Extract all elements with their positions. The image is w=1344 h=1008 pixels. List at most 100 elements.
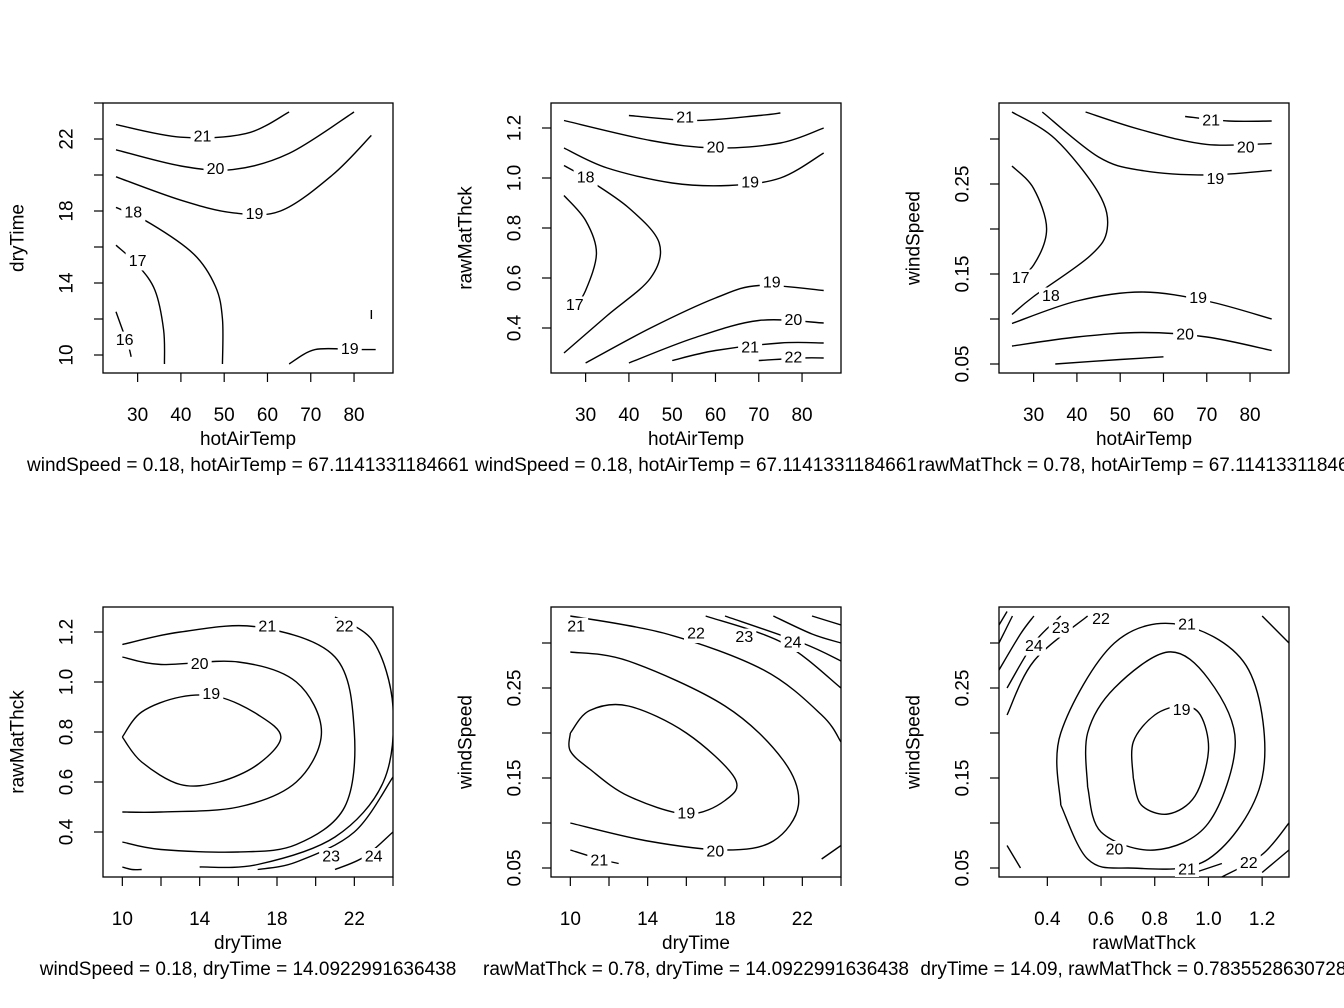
x-axis-label: hotAirTemp xyxy=(1096,429,1192,450)
contour-level-label: 20 xyxy=(1106,842,1124,859)
contour-level-label: 22 xyxy=(336,619,354,636)
contour-label-bg xyxy=(573,169,598,187)
contour-label-bg xyxy=(1174,616,1199,634)
y-tick-label: 0.6 xyxy=(505,265,526,291)
contour-label-bg xyxy=(242,205,267,224)
y-axis-label: rawMatThck xyxy=(8,690,29,794)
y-tick-label: 0.8 xyxy=(505,215,526,241)
contour-line xyxy=(122,866,142,871)
contour-level-label: 21 xyxy=(1202,113,1220,130)
x-tick-label: 30 xyxy=(1023,405,1044,426)
y-tick-label: 0.05 xyxy=(953,346,974,383)
x-tick-label: 70 xyxy=(300,405,321,426)
contour-label-bg xyxy=(125,252,150,271)
contour-label-bg xyxy=(673,109,698,127)
contour-level-label: 21 xyxy=(676,110,694,127)
x-tick-label: 0.8 xyxy=(1142,909,1168,930)
contour-line xyxy=(563,147,825,187)
y-tick-label: 22 xyxy=(57,128,78,149)
x-tick-label: 1.2 xyxy=(1249,909,1275,930)
contour-label-bg xyxy=(121,203,146,222)
contour-label-bg xyxy=(361,848,386,866)
contour-level-label: 20 xyxy=(207,161,225,178)
contour-level-label: 18 xyxy=(1042,288,1060,305)
contour-line xyxy=(1011,331,1272,352)
contour-label-bg xyxy=(1186,289,1211,308)
contour-line xyxy=(1011,291,1272,325)
y-tick-label: 10 xyxy=(57,344,78,365)
x-tick-label: 1.0 xyxy=(1195,909,1221,930)
y-tick-label: 14 xyxy=(57,272,78,294)
contour-line xyxy=(1194,862,1223,874)
contour-level-label: 22 xyxy=(1092,611,1110,628)
contour-level-label: 17 xyxy=(1012,270,1030,287)
contour-line xyxy=(811,615,841,626)
y-tick-label: 0.25 xyxy=(953,670,974,707)
contour-line xyxy=(122,656,323,814)
y-axis-label: windSpeed xyxy=(904,191,925,286)
x-tick-label: 18 xyxy=(714,909,735,930)
x-tick-label: 80 xyxy=(791,405,812,426)
contour-line xyxy=(570,615,841,743)
x-tick-label: 14 xyxy=(637,909,659,930)
contour-level-label: 20 xyxy=(707,140,725,157)
y-tick-label: 1.0 xyxy=(57,669,78,695)
contour-level-label: 18 xyxy=(577,170,595,187)
y-tick-label: 0.25 xyxy=(953,166,974,203)
contour-line xyxy=(115,206,224,365)
contour-level-label: 24 xyxy=(365,849,383,866)
contour-line xyxy=(1011,165,1048,284)
y-tick-label: 0.05 xyxy=(505,850,526,887)
contour-label-bg xyxy=(684,625,708,643)
contour-lines: 19 20 21 21 22 23 24 xyxy=(564,615,841,870)
contour-line xyxy=(628,112,781,122)
contour-level-label: 20 xyxy=(191,656,209,673)
contour-lines: 21 20 19 18 17 16 19 xyxy=(112,111,376,365)
contour-line xyxy=(199,616,393,869)
x-tick-label: 0.6 xyxy=(1088,909,1114,930)
contour-label-bg xyxy=(1173,326,1198,345)
contour-label-bg xyxy=(564,617,589,636)
contour-label-bg xyxy=(781,349,806,367)
condition-subtitle: rawMatThck = 0.78, hotAirTemp = 67.11413… xyxy=(918,455,1344,476)
x-tick-label: 22 xyxy=(344,909,365,930)
contour-line xyxy=(1006,845,1022,869)
x-tick-label: 80 xyxy=(1239,405,1260,426)
contour-line xyxy=(705,615,841,689)
contour-line xyxy=(1041,111,1272,176)
contour-level-label: 20 xyxy=(784,312,802,329)
contour-line xyxy=(122,624,356,853)
contour-line xyxy=(999,615,1014,644)
contour-level-label: 19 xyxy=(341,341,359,358)
contour-level-label: 20 xyxy=(706,843,724,860)
y-tick-label: 0.4 xyxy=(57,818,78,845)
contour-line xyxy=(570,651,800,851)
contour-lines: 19 20 21 21 22 22 23 24 xyxy=(999,610,1289,877)
contour-label-bg xyxy=(732,628,757,647)
contour-level-label: 21 xyxy=(1178,617,1196,634)
contour-label-bg xyxy=(1038,287,1063,306)
contour-panel-5: 10 14 18 22 0.05 0.15 0.25 dryTime windSpeed rawM… xyxy=(456,606,909,980)
contour-level-label: 21 xyxy=(741,340,759,357)
x-tick-label: 60 xyxy=(1153,405,1174,426)
contour-line xyxy=(773,615,841,644)
contour-panel-4: 10 14 18 22 0.4 0.6 0.8 1.0 1.2 dryTime rawMatThck… xyxy=(8,606,456,980)
x-tick-label: 50 xyxy=(662,405,683,426)
contour-label-bg xyxy=(780,634,805,652)
contour-level-label: 23 xyxy=(1052,620,1070,637)
contour-label-bg xyxy=(1236,854,1261,873)
y-tick-label: 0.8 xyxy=(57,719,78,745)
contour-level-label: 20 xyxy=(1237,140,1255,157)
x-tick-label: 10 xyxy=(560,909,581,930)
y-axis-label: windSpeed xyxy=(904,695,925,790)
x-tick-label: 0.4 xyxy=(1034,909,1061,930)
x-axis-label: rawMatThck xyxy=(1092,933,1196,954)
y-axis-label: windSpeed xyxy=(456,695,477,790)
y-tick-label: 1.2 xyxy=(57,619,78,645)
contour-line xyxy=(115,111,355,172)
contour-level-label: 24 xyxy=(1025,638,1043,655)
y-axis-label: rawMatThck xyxy=(456,186,477,290)
contour-label-bg xyxy=(703,842,728,861)
contour-level-label: 19 xyxy=(677,806,695,823)
x-tick-label: 60 xyxy=(705,405,726,426)
